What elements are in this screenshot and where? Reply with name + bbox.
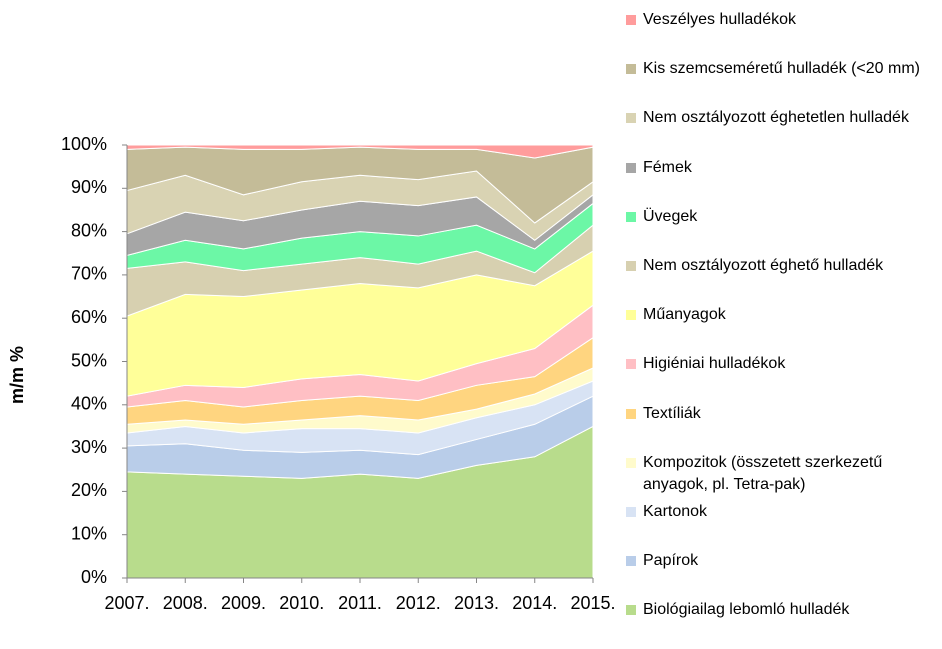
x-tick-label: 2009. — [221, 593, 266, 613]
legend-item: Kartonok — [626, 501, 926, 523]
legend-item: Textíliák — [626, 403, 926, 425]
y-tick-label: 90% — [71, 177, 107, 197]
y-tick-label: 20% — [71, 480, 107, 500]
legend-item: Papírok — [626, 550, 926, 572]
legend-item: Üvegek — [626, 206, 926, 228]
legend-label: Kartonok — [643, 503, 708, 520]
legend-swatch — [626, 113, 636, 124]
y-tick-label: 40% — [71, 394, 107, 414]
x-tick-label: 2014. — [512, 593, 557, 613]
legend-item: Nem osztályozott éghető hulladék — [626, 255, 926, 277]
legend-label: Papírok — [643, 552, 699, 570]
area — [126, 144, 594, 159]
y-tick-label: 10% — [71, 523, 107, 543]
legend-swatch — [626, 359, 636, 370]
x-tick-label: 2008. — [163, 593, 208, 613]
legend-label: Fémek — [643, 158, 692, 176]
legend-swatch — [626, 507, 636, 517]
legend-item: Nem osztályozott éghetetlen hulladék — [626, 107, 926, 129]
legend-swatch — [626, 211, 636, 222]
legend-label: Kis szemcseméretű hulladék (<20 mm) — [643, 60, 920, 78]
legend-swatch — [626, 605, 636, 616]
legend-swatch — [626, 556, 636, 567]
legend-swatch — [626, 162, 636, 173]
legend-swatch — [626, 64, 636, 75]
x-tick-label: 2012. — [396, 593, 441, 613]
legend-label: Higiéniai hulladékok — [643, 355, 786, 373]
legend-label: Biológiailag lebomló hulladék — [643, 601, 850, 619]
legend-swatch — [626, 15, 636, 25]
y-tick-label: 30% — [71, 437, 107, 457]
y-tick-label: 80% — [71, 220, 107, 240]
x-tick-label: 2007. — [104, 593, 149, 613]
y-tick-label: 0% — [81, 567, 107, 587]
y-tick-label: 50% — [71, 350, 107, 370]
legend-label: Üvegek — [643, 207, 698, 225]
legend-label: Nem osztályozott éghetetlen hulladék — [643, 109, 909, 127]
legend-item: Kis szemcseméretű hulladék (<20 mm) — [626, 58, 926, 80]
legend-item: Higiéniai hulladékok — [626, 353, 926, 375]
legend-label: Veszélyes hulladékok — [643, 11, 796, 28]
y-tick-label: 60% — [71, 307, 107, 327]
x-tick-label: 2015. — [570, 593, 615, 613]
x-tick-label: 2011. — [338, 593, 382, 613]
legend-label: Kompozitok (összetett szerkezetű anyagok… — [643, 453, 883, 493]
legend-label: Nem osztályozott éghető hulladék — [643, 257, 884, 274]
legend-label: Műanyagok — [643, 306, 726, 324]
y-tick-label: 100% — [61, 134, 107, 154]
y-axis-label: m/m % — [7, 346, 27, 404]
legend-item: Fémek — [626, 157, 926, 179]
legend-item: Biológiailag lebomló hulladék — [626, 599, 926, 621]
legend-item: Veszélyes hulladékok — [626, 9, 926, 31]
x-tick-label: 2010. — [279, 593, 324, 613]
legend-item: Műanyagok — [626, 304, 926, 326]
legend-label: Textíliák — [643, 404, 701, 422]
y-tick-label: 70% — [71, 264, 107, 284]
legend-swatch — [626, 261, 636, 271]
legend-swatch — [626, 310, 636, 321]
legend-swatch — [626, 408, 636, 419]
legend-swatch — [626, 457, 636, 468]
x-tick-label: 2013. — [454, 593, 499, 613]
legend-item: Kompozitok (összetett szerkezetű anyagok… — [626, 452, 926, 496]
